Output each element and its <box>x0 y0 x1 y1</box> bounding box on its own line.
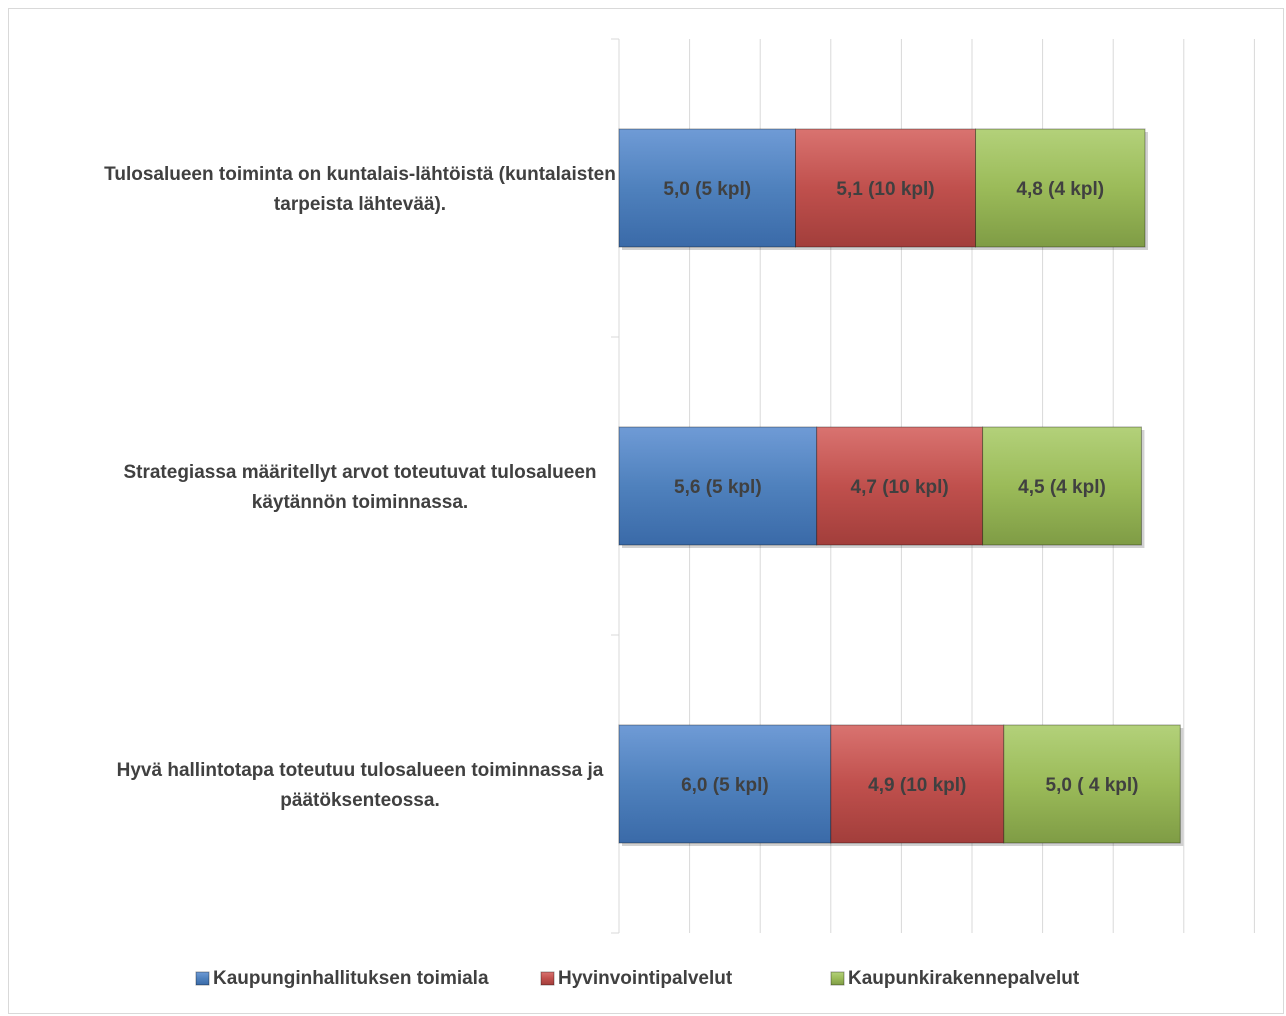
bar-3-3 <box>1003 724 1181 844</box>
legend-swatch <box>540 971 555 986</box>
data-label: 5,0 (5 kpl) <box>663 179 751 200</box>
bar-2-3 <box>830 724 1005 844</box>
legend-swatch <box>195 971 210 986</box>
data-label: 5,1 (10 kpl) <box>836 179 934 200</box>
bar-2-1 <box>795 128 977 248</box>
category-label: tarpeista lähtevää). <box>274 194 446 215</box>
category-label: käytännön toiminnassa. <box>252 492 468 513</box>
data-label: 6,0 (5 kpl) <box>681 775 769 796</box>
category-label: Strategiassa määritellyt arvot toteutuva… <box>123 462 596 483</box>
legend-swatch <box>830 971 845 986</box>
category-label: päätöksenteossa. <box>280 790 439 811</box>
legend: Kaupunginhallituksen toimiala Hyvinvointi… <box>195 968 1080 989</box>
data-label: 5,6 (5 kpl) <box>674 477 762 498</box>
data-label: 4,7 (10 kpl) <box>851 477 949 498</box>
category-label: Hyvä hallintotapa toteutuu tulosalueen t… <box>117 760 604 781</box>
legend-label: Kaupunkirakennepalvelut <box>848 968 1080 989</box>
data-label: 5,0 ( 4 kpl) <box>1046 775 1139 796</box>
data-label: 4,5 (4 kpl) <box>1018 477 1106 498</box>
bar-3-1 <box>975 128 1146 248</box>
legend-label: Kaupunginhallituksen toimiala <box>213 968 489 989</box>
data-label: 4,8 (4 kpl) <box>1016 179 1104 200</box>
data-label: 4,9 (10 kpl) <box>868 775 966 796</box>
bar-2-2 <box>816 426 984 546</box>
bar-1-3 <box>618 724 832 844</box>
category-label: Tulosalueen toiminta on kuntalais-lähtöi… <box>104 164 616 185</box>
bar-1-1 <box>618 128 796 248</box>
legend-label: Hyvinvointipalvelut <box>558 968 733 989</box>
bar-3-2 <box>982 426 1142 546</box>
